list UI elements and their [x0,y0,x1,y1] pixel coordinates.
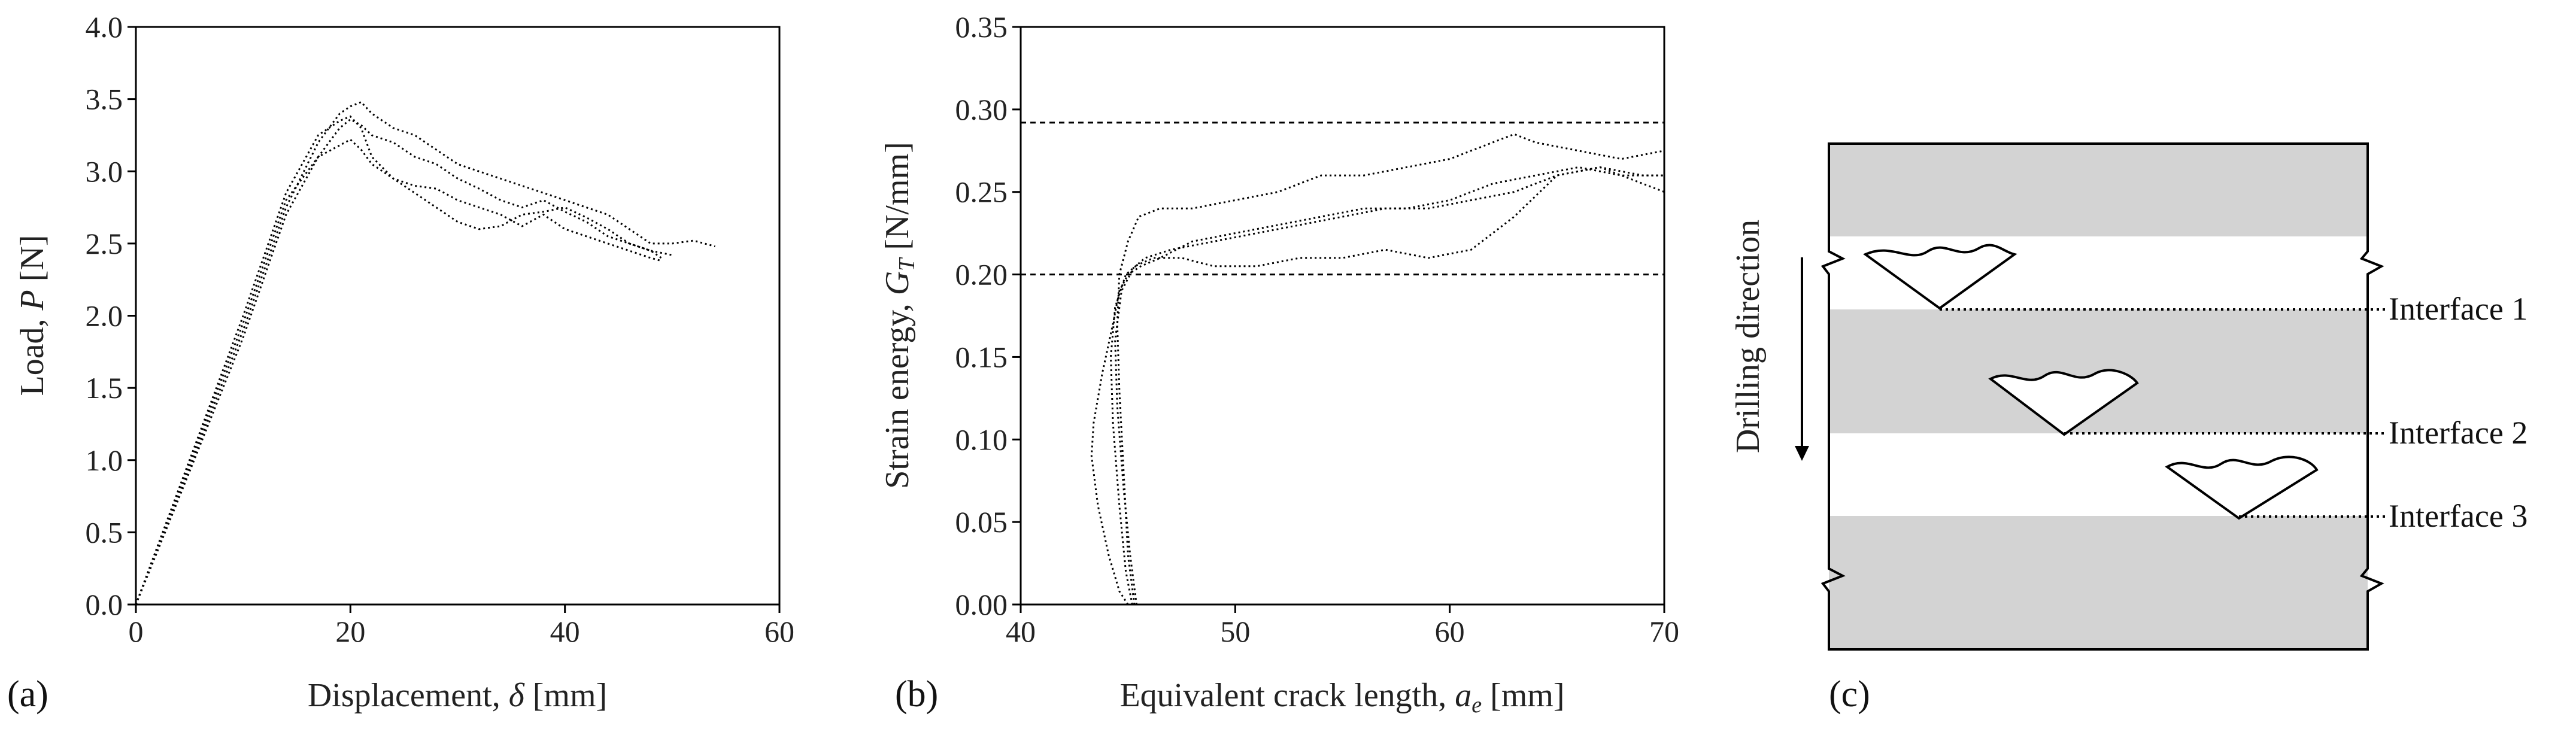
drilling-direction-label: Drilling direction [1730,220,1767,453]
chart-b-x-axis-title: Equivalent crack length, ae [mm] [1119,677,1564,718]
crack-1 [1863,244,2017,310]
series-line-specimen-3 [135,115,673,605]
series-line-specimen-4 [135,118,662,605]
x-tick-label: 40 [1006,615,1036,648]
y-tick-label: 0.35 [955,10,1008,44]
y-tick-label: 0.15 [955,340,1008,373]
y-tick-label: 2.0 [86,299,123,333]
chart-a-frame [135,26,781,606]
chart-b-frame [1020,26,1665,606]
crack-2 [1988,369,2139,436]
series-line-specimen-3 [1114,166,1665,605]
x-tick-label: 50 [1220,615,1250,648]
series-line-specimen-2 [135,138,662,605]
series-line-specimen-1 [135,101,715,605]
y-tick-label: 0.25 [955,175,1008,209]
block-outline [1821,142,2384,651]
y-tick-label: 3.0 [86,154,123,188]
panel-label-b: (b) [895,674,938,715]
x-tick-label: 60 [764,615,794,648]
x-tick-label: 40 [550,615,580,648]
chart-a-x-axis-title: Displacement, δ [mm] [308,677,607,714]
drilling-arrow-head [1795,446,1809,461]
interface-2-label: Interface 2 [2389,415,2528,451]
y-tick-label: 4.0 [86,10,123,44]
ply-3 [1829,516,2368,649]
y-tick-label: 1.5 [86,371,123,405]
x-tick-label: 0 [129,615,144,648]
y-tick-label: 0.5 [86,515,123,549]
x-tick-label: 20 [335,615,365,648]
y-tick-label: 0.0 [86,588,123,621]
chart-b-y-axis-title: Strain energy, GT [N/mm] [879,142,920,489]
y-tick-label: 0.10 [955,423,1008,456]
panel-label-a: (a) [7,674,48,715]
x-tick-label: 60 [1435,615,1465,648]
y-tick-label: 0.00 [955,588,1008,621]
y-tick-label: 1.0 [86,444,123,477]
panel-label-c: (c) [1829,674,1870,715]
drilling-schematic: Interface 1 Interface 2 Interface 3 Dril… [1730,142,2528,715]
y-tick-label: 3.5 [86,83,123,116]
chart-a: 0 20 40 60 0.0 0.5 1.0 1.5 2.0 2.5 3.0 3.5 4.0 Displ… [7,10,794,715]
series-line-specimen-1 [1116,133,1665,605]
interface-1-label: Interface 1 [2389,291,2528,327]
chart-b: 40 50 60 70 0.00 0.05 0.10 0.15 0.20 0.25 0.30 0.35… [879,10,1679,718]
series-line-specimen-2 [1109,166,1664,605]
chart-a-y-axis-title: Load, P [N] [14,235,51,396]
x-tick-label: 70 [1649,615,1679,648]
y-tick-label: 2.5 [86,227,123,260]
y-tick-label: 0.05 [955,505,1008,539]
interface-3-label: Interface 3 [2389,498,2528,534]
y-tick-label: 0.30 [955,93,1008,126]
ply-1 [1829,144,2368,236]
crack-3 [2165,455,2319,520]
series-line-specimen-4 [1090,166,1664,605]
y-tick-label: 0.20 [955,258,1008,291]
